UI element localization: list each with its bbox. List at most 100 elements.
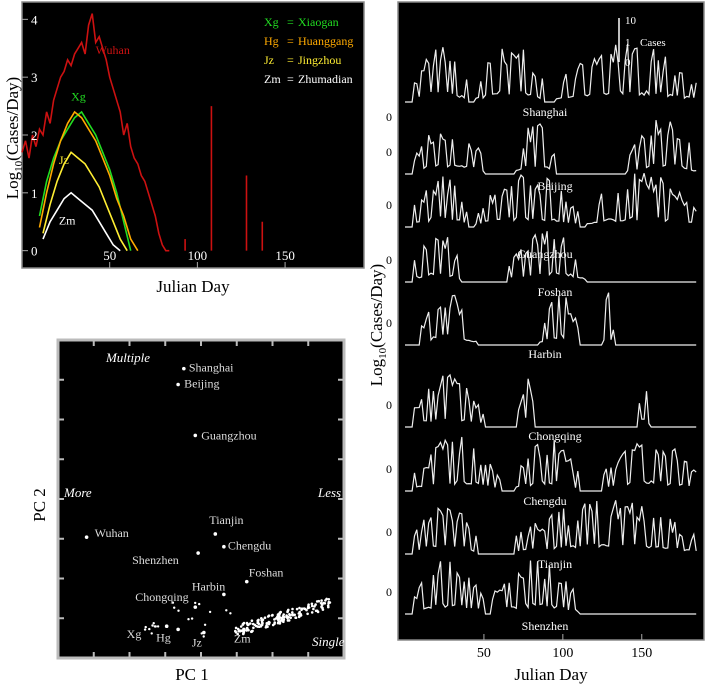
bl-point-guangzhou [193, 433, 198, 438]
tl-series-label-zhumadian: Zm [59, 214, 76, 228]
bl-cloud-point [257, 622, 261, 626]
bl-cloud-point [310, 602, 314, 606]
bl-cloud-point [282, 615, 286, 619]
rp-zero-label: 0 [386, 398, 392, 412]
pca-scatter-panel: Shanghai Beijing Guangzhou Wuhan Tianjin Chen… [30, 338, 346, 684]
bl-cloud-point [295, 607, 299, 611]
bl-cloud-point [299, 614, 303, 617]
rp-zero-label: 0 [386, 585, 392, 599]
bl-corner-more: More [63, 485, 92, 500]
bl-cloud-point [143, 628, 147, 631]
bl-corner-multiple: Multiple [105, 350, 150, 365]
tl-ytick-label: 1 [31, 186, 38, 201]
bl-cloud-point [291, 611, 294, 614]
bl-point-label-chengdu: Chengdu [228, 539, 271, 553]
bl-cloud-point [150, 632, 153, 635]
bl-cloud-point [286, 619, 290, 622]
wuhan-region-timeseries-panel: 50 100 150 0 1 2 3 4 Xg = Xiaogan Hg = Huanggang Jz = J… [3, 1, 365, 296]
tl-series-line-wuhan [21, 13, 170, 252]
rp-trace-chengdu [405, 436, 697, 492]
bl-point-chongqing [193, 605, 198, 609]
bl-cloud-point [287, 608, 290, 612]
rp-x-axis-label: Julian Day [514, 665, 588, 684]
tl-ytick-label: 3 [31, 70, 38, 85]
rp-zero-label: 0 [386, 253, 392, 267]
bl-cloud-point [298, 606, 301, 610]
rp-xtick-label: 100 [552, 646, 573, 661]
tl-series-line-huanggang [38, 110, 139, 252]
bl-cloud-point [225, 609, 228, 612]
bl-cloud-point [249, 622, 252, 625]
bl-cloud-point [282, 613, 286, 616]
rp-trace-beijing [405, 120, 697, 175]
bl-cloud-point [250, 630, 253, 633]
tl-xtick-label: 50 [103, 248, 116, 263]
tl-series-group [21, 13, 170, 252]
tl-legend-entry-huanggang: Hg = Huanggang [264, 34, 353, 48]
bl-cloud-point [288, 613, 291, 616]
bl-cloud-point [327, 600, 331, 604]
bl-point-harbin [222, 592, 226, 597]
rp-xtick-label: 50 [477, 646, 491, 661]
bl-point-xg [164, 624, 169, 628]
bl-cloud-point [194, 601, 197, 605]
rp-zero-labels: 0 0 0 0 0 0 0 0 0 [386, 110, 392, 599]
rp-city-label-chongqing: Chongqing [528, 429, 581, 443]
bl-point-label-guangzhou: Guangzhou [201, 428, 256, 442]
bl-cloud-point [293, 613, 297, 617]
bl-cloud-point [321, 603, 324, 606]
bl-cloud-point [286, 616, 289, 620]
rp-city-label-beijing: Beijing [537, 179, 572, 193]
bl-cloud-point [236, 632, 239, 636]
bl-cloud-point [300, 607, 304, 610]
bl-cloud-point [313, 605, 316, 608]
bl-cloud-point [234, 629, 237, 633]
bl-cloud-point [278, 622, 282, 625]
rp-trace-harbin [405, 292, 697, 346]
tl-legend: Xg = Xiaogan Hg = Huanggang Jz = Jingzhou Zm = Zhum… [264, 15, 353, 86]
tl-legend-entry-jingzhou: Jz = Jingzhou [264, 53, 341, 67]
bl-cloud-point [326, 604, 330, 607]
bl-cloud-point [276, 618, 280, 622]
bl-cloud-point [198, 602, 201, 606]
tl-legend-entry-xiaogan: Xg = Xiaogan [264, 15, 339, 29]
tl-x-axis-label: Julian Day [156, 277, 230, 296]
rp-trace-guangzhou [405, 173, 697, 228]
bl-labeled-points: Shanghai Beijing Guangzhou Wuhan Tianjin Chen… [84, 361, 283, 650]
rp-city-label-shanghai: Shanghai [523, 105, 568, 119]
tl-y-axis-label: Log10(Cases/Day) [3, 77, 25, 199]
bl-frame-ticks [58, 340, 344, 658]
bl-point-label-jz: Jz [192, 636, 202, 650]
bl-point-hg [176, 627, 180, 632]
tl-legend-entry-zhumadian: Zm = Zhumadian [264, 72, 353, 86]
bl-point-label-beijing: Beijing [184, 377, 219, 391]
bl-cloud-point [252, 626, 255, 630]
bl-cloud-point [291, 607, 294, 611]
rp-city-label-harbin: Harbin [528, 347, 561, 361]
tl-series-labels: Wuhan Xg Jz Zm [59, 43, 130, 228]
bl-point-cloud [143, 597, 332, 638]
rp-trace-chongqing [405, 373, 697, 428]
bl-cloud-point [203, 623, 207, 626]
bl-cloud-point [305, 608, 308, 612]
bl-cloud-point [285, 614, 288, 617]
bl-cloud-point [276, 615, 279, 618]
rp-city-label-tianjin: Tianjin [538, 557, 572, 571]
bl-cloud-point [251, 622, 255, 626]
bl-point-label-xg: Xg [127, 627, 142, 641]
tl-spikes-group [184, 106, 264, 251]
tl-xtick-label: 150 [275, 248, 295, 263]
bl-cloud-point [314, 609, 318, 613]
rp-trace-foshan [405, 231, 697, 283]
bl-cloud-point [310, 604, 314, 608]
bl-point-tianjin [213, 532, 218, 536]
bl-cloud-point [297, 612, 301, 615]
tl-series-line-xiaogan [38, 110, 132, 251]
bl-cloud-point [144, 625, 147, 629]
bl-cloud-point [239, 625, 243, 628]
rp-zero-label: 0 [386, 525, 392, 539]
bl-cloud-point [156, 625, 160, 628]
bl-point-chengdu [222, 544, 226, 549]
bl-cloud-point [277, 612, 281, 616]
bl-cloud-point [271, 623, 275, 627]
